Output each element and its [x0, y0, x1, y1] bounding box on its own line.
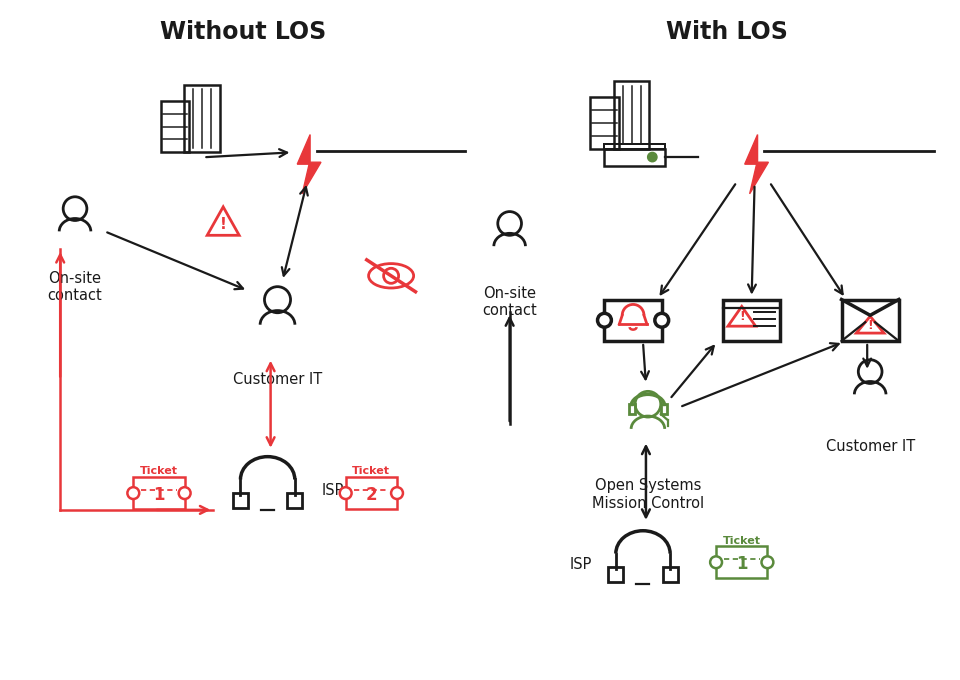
- Text: !: !: [867, 319, 873, 332]
- Bar: [133, 477, 184, 509]
- Bar: [662, 566, 678, 582]
- Circle shape: [179, 487, 191, 499]
- Bar: [842, 299, 899, 341]
- Bar: [590, 97, 618, 149]
- Polygon shape: [298, 135, 321, 194]
- Text: Ticket: Ticket: [723, 536, 760, 545]
- Text: Without LOS: Without LOS: [159, 20, 326, 44]
- Polygon shape: [745, 135, 768, 194]
- Bar: [629, 404, 636, 414]
- Text: Customer IT: Customer IT: [826, 439, 915, 454]
- Circle shape: [648, 152, 657, 162]
- Circle shape: [391, 487, 403, 499]
- Bar: [716, 547, 767, 578]
- Bar: [605, 149, 665, 165]
- Text: ISP: ISP: [322, 483, 345, 498]
- Bar: [605, 144, 665, 149]
- Circle shape: [128, 487, 139, 499]
- Bar: [613, 81, 650, 149]
- Text: On-site
contact: On-site contact: [48, 271, 103, 303]
- Bar: [233, 492, 248, 508]
- Text: Open Systems
Mission Control: Open Systems Mission Control: [592, 478, 704, 511]
- Text: !: !: [220, 217, 227, 232]
- Text: Customer IT: Customer IT: [233, 371, 323, 387]
- Circle shape: [340, 487, 351, 499]
- Text: 1: 1: [736, 555, 748, 573]
- Text: On-site
contact: On-site contact: [482, 286, 537, 318]
- Bar: [605, 299, 661, 341]
- Circle shape: [655, 313, 669, 327]
- Circle shape: [597, 313, 612, 327]
- Bar: [287, 492, 302, 508]
- Bar: [184, 85, 220, 152]
- Bar: [160, 101, 189, 152]
- Text: Ticket: Ticket: [352, 466, 391, 477]
- Circle shape: [710, 556, 722, 568]
- Bar: [346, 477, 397, 509]
- Bar: [609, 566, 623, 582]
- Text: !: !: [739, 310, 745, 323]
- Text: Ticket: Ticket: [140, 466, 178, 477]
- Bar: [723, 299, 780, 341]
- Text: 2: 2: [366, 486, 377, 504]
- Text: 1: 1: [154, 486, 165, 504]
- Circle shape: [761, 556, 774, 568]
- Bar: [660, 404, 666, 414]
- Text: With LOS: With LOS: [666, 20, 788, 44]
- Text: ISP: ISP: [569, 557, 591, 572]
